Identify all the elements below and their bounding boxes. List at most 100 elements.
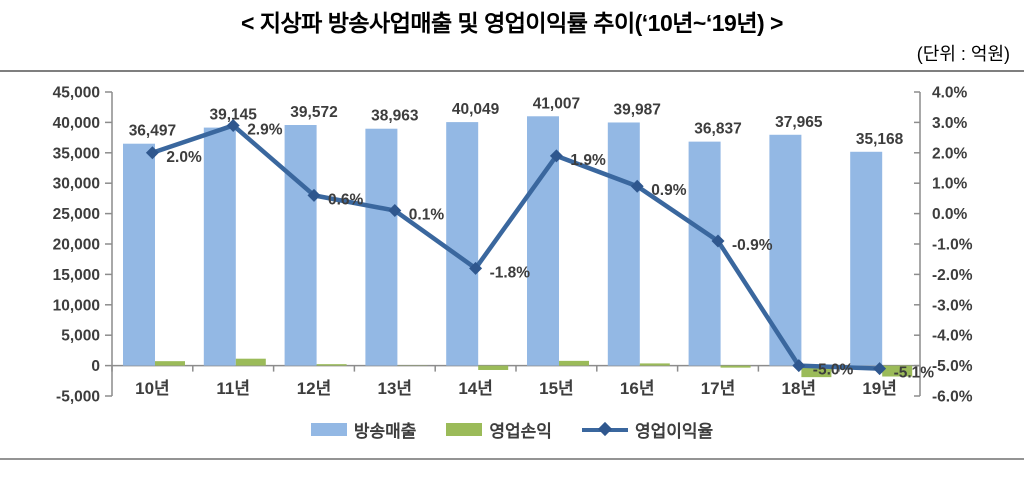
- revenue-bar-swatch: [310, 423, 347, 436]
- category-label: 14년: [458, 379, 493, 398]
- category-label: 11년: [216, 379, 250, 398]
- legend-label-rate: 영업이익율: [634, 422, 714, 441]
- profit-rate-value-label: 0.6%: [328, 191, 364, 208]
- left-axis-tick-label: 15,000: [53, 267, 100, 284]
- right-axis-tick-label: 0.0%: [932, 206, 968, 223]
- left-axis-tick-label: 40,000: [53, 115, 100, 132]
- profit-bar: [478, 365, 509, 370]
- chart-title: < 지상파 방송사업매출 및 영업이익률 추이(‘10년~‘19년) >: [241, 10, 783, 36]
- line-marker-diamond: [145, 146, 159, 160]
- profit-bar-swatch: [446, 423, 483, 436]
- revenue-bar: [203, 127, 236, 366]
- right-axis-tick-label: 3.0%: [932, 115, 968, 132]
- line-marker-diamond: [226, 118, 240, 132]
- legend-item-broadcast-revenue: 방송매출: [310, 417, 417, 442]
- revenue-value-label: 39,987: [613, 101, 660, 118]
- category-label: 17년: [701, 379, 736, 398]
- line-marker-diamond: [873, 362, 887, 376]
- legend-item-operating-profit: 영업손익: [446, 417, 552, 442]
- line-marker-diamond: [307, 188, 321, 202]
- category-label: 12년: [297, 379, 332, 398]
- data-labels: 36,497 39,145 39,572 38,963 40,049 41,007 39,9…: [129, 95, 935, 381]
- profit-bar: [235, 358, 266, 366]
- line-marker-diamond: [549, 149, 563, 163]
- revenue-value-label: 41,007: [533, 95, 580, 112]
- axes: 45,000 40,000 35,000 30,000 25,000 20,000 15,0…: [53, 85, 973, 406]
- left-axis-tick-label: -5,000: [56, 389, 100, 406]
- profit-rate-value-label: 2.0%: [166, 149, 202, 166]
- revenue-bar: [365, 128, 398, 366]
- revenue-value-label: 38,963: [371, 108, 419, 125]
- profit-rate-value-label: 2.9%: [247, 121, 283, 138]
- left-axis-tick-label: 30,000: [53, 176, 100, 193]
- right-axis-tick-label: 1.0%: [932, 176, 968, 193]
- category-label: 16년: [620, 379, 655, 398]
- line-marker-diamond: [388, 204, 402, 218]
- profit-bar: [155, 361, 185, 366]
- bar-series: [123, 116, 913, 378]
- category-label: 19년: [862, 379, 897, 398]
- category-label: 10년: [135, 379, 170, 398]
- profit-bar: [316, 364, 347, 366]
- left-axis-tick-label: 45,000: [53, 85, 100, 102]
- left-axis-tick-label: 35,000: [53, 145, 100, 162]
- profit-rate-value-label: -0.9%: [732, 237, 773, 254]
- profit-rate-line-swatch: [581, 421, 628, 437]
- chart-legend: 방송매출 영업손익 영업이익율: [0, 417, 1024, 442]
- profit-rate-value-label: -5.1%: [894, 365, 935, 382]
- revenue-value-label: 39,572: [290, 104, 337, 121]
- right-axis-tick-label: 2.0%: [932, 145, 968, 162]
- revenue-value-label: 35,168: [856, 131, 904, 148]
- profit-rate-value-label: 0.1%: [409, 207, 445, 224]
- revenue-bar: [688, 141, 721, 366]
- profit-bar: [559, 360, 589, 366]
- profit-rate-value-label: -1.8%: [490, 264, 531, 281]
- right-axis-tick-label: -2.0%: [932, 267, 973, 284]
- left-axis-tick-label: 0: [91, 358, 100, 375]
- line-marker-diamond: [630, 179, 644, 193]
- bottom-divider-line: [0, 458, 1024, 460]
- revenue-value-label: 37,965: [775, 114, 823, 131]
- right-axis-tick-label: -4.0%: [932, 328, 973, 345]
- category-label: 15년: [539, 379, 574, 398]
- line-series: [145, 118, 887, 376]
- line-marker-diamond: [469, 261, 483, 275]
- right-axis-tick-label: -3.0%: [932, 297, 973, 314]
- category-label: 13년: [378, 379, 413, 398]
- revenue-bar: [607, 122, 640, 366]
- profit-rate-value-label: 1.9%: [570, 152, 606, 169]
- top-divider-line: [0, 70, 1024, 72]
- right-axis-tick-label: 4.0%: [932, 85, 968, 102]
- revenue-bar: [446, 122, 479, 366]
- line-marker-diamond: [711, 234, 725, 248]
- line-marker-diamond: [792, 359, 806, 373]
- line-marker-diamond-icon: [597, 421, 613, 437]
- revenue-value-label: 39,145: [209, 107, 257, 124]
- left-axis-tick-label: 25,000: [53, 206, 100, 223]
- left-axis-tick-label: 5,000: [61, 328, 100, 345]
- profit-bar: [882, 365, 913, 377]
- profit-rate-value-label: -5.0%: [813, 362, 854, 379]
- right-axis-tick-label: -6.0%: [932, 389, 973, 406]
- revenue-value-label: 36,837: [694, 121, 741, 138]
- revenue-value-label: 40,049: [452, 101, 500, 118]
- revenue-bar: [284, 125, 317, 366]
- left-axis-tick-label: 20,000: [53, 237, 100, 254]
- profit-rate-value-label: 0.9%: [651, 182, 687, 199]
- revenue-bar: [123, 143, 155, 366]
- legend-label-revenue: 방송매출: [353, 422, 417, 441]
- profit-bar: [720, 365, 751, 368]
- left-axis-tick-label: 10,000: [53, 297, 100, 314]
- revenue-value-label: 36,497: [129, 123, 176, 140]
- right-axis-tick-label: -5.0%: [932, 358, 973, 375]
- legend-item-profit-rate: 영업이익율: [581, 417, 714, 442]
- unit-label: (단위 : 억원): [916, 44, 1010, 64]
- profit-bar: [639, 363, 670, 366]
- profit-rate-line: [151, 123, 880, 371]
- profit-bar: [801, 365, 832, 378]
- legend-label-profit: 영업손익: [489, 422, 552, 441]
- category-label: 18년: [782, 379, 817, 398]
- right-axis-tick-label: -1.0%: [932, 237, 973, 254]
